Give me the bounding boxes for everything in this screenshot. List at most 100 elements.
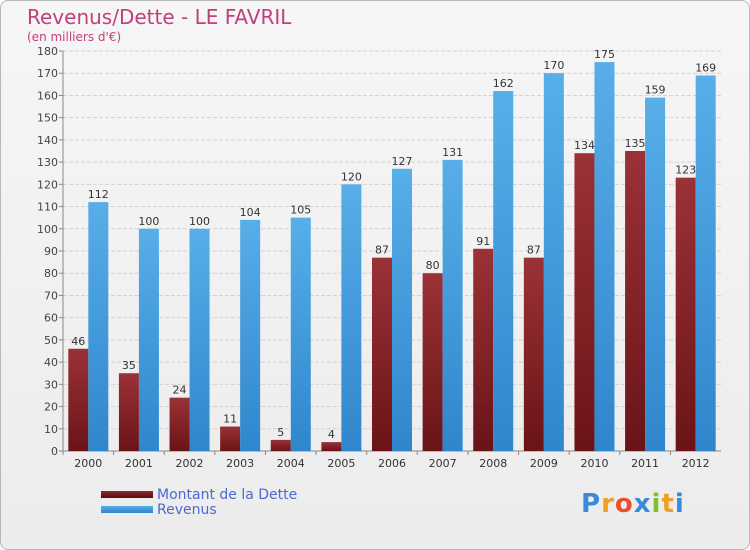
bar-revenus bbox=[392, 168, 412, 451]
legend-swatch-debt bbox=[101, 491, 153, 498]
data-label-debt: 4 bbox=[328, 428, 335, 441]
logo-letter: o bbox=[614, 489, 634, 519]
bar-revenus bbox=[341, 184, 362, 452]
data-label-revenus: 120 bbox=[341, 170, 362, 183]
bar-revenus bbox=[189, 228, 210, 451]
y-tick-label: 120 bbox=[37, 178, 58, 191]
bar-revenus bbox=[543, 73, 564, 451]
bar-revenus bbox=[493, 91, 514, 451]
bar-debt bbox=[68, 348, 89, 451]
data-label-debt: 87 bbox=[375, 244, 389, 257]
y-tick-label: 30 bbox=[44, 378, 58, 391]
x-tick-label: 2008 bbox=[479, 457, 507, 470]
y-tick-label: 70 bbox=[44, 289, 58, 302]
legend-label-debt: Montant de la Dette bbox=[157, 486, 298, 503]
data-label-debt: 135 bbox=[625, 137, 646, 150]
logo-letter: P bbox=[581, 489, 602, 519]
data-label-debt: 123 bbox=[675, 164, 696, 177]
x-tick-label: 2010 bbox=[580, 457, 608, 470]
logo-letter: t bbox=[661, 489, 675, 519]
data-label-debt: 46 bbox=[71, 335, 85, 348]
bar-debt bbox=[372, 257, 392, 451]
x-tick-label: 2003 bbox=[226, 457, 254, 470]
x-tick-label: 2000 bbox=[74, 457, 102, 470]
data-label-revenus: 127 bbox=[392, 155, 413, 168]
legend: Montant de la Dette Revenus bbox=[101, 486, 298, 518]
proxiti-logo: Proxiti bbox=[581, 489, 685, 519]
data-label-debt: 5 bbox=[277, 426, 284, 439]
x-tick-label: 2004 bbox=[277, 457, 305, 470]
legend-item-debt: Montant de la Dette bbox=[101, 486, 298, 503]
y-tick-label: 140 bbox=[37, 134, 58, 147]
logo-letter: i bbox=[651, 489, 662, 519]
bar-revenus bbox=[594, 62, 615, 451]
bar-debt bbox=[574, 153, 595, 451]
data-label-revenus: 131 bbox=[442, 146, 463, 159]
data-label-debt: 134 bbox=[574, 139, 595, 152]
bar-debt bbox=[473, 248, 494, 451]
y-tick-label: 60 bbox=[44, 312, 58, 325]
data-label-revenus: 105 bbox=[290, 204, 311, 217]
legend-label-revenus: Revenus bbox=[157, 501, 217, 518]
bar-debt bbox=[675, 177, 696, 451]
x-tick-label: 2002 bbox=[176, 457, 204, 470]
bar-revenus bbox=[695, 75, 716, 451]
logo-letter: x bbox=[633, 489, 652, 519]
bar-revenus bbox=[240, 219, 261, 451]
x-tick-label: 2012 bbox=[682, 457, 710, 470]
bar-revenus bbox=[442, 159, 463, 451]
data-label-debt: 91 bbox=[476, 235, 490, 248]
bar-revenus bbox=[645, 97, 666, 452]
legend-swatch-revenus bbox=[101, 506, 153, 513]
data-label-debt: 11 bbox=[223, 413, 237, 426]
data-label-debt: 35 bbox=[122, 359, 136, 372]
data-label-revenus: 175 bbox=[594, 48, 615, 61]
y-tick-label: 10 bbox=[44, 423, 58, 436]
x-tick-label: 2011 bbox=[631, 457, 659, 470]
data-label-revenus: 104 bbox=[240, 206, 261, 219]
bar-debt bbox=[220, 426, 241, 451]
data-label-debt: 80 bbox=[426, 259, 440, 272]
y-tick-label: 130 bbox=[37, 156, 58, 169]
data-label-debt: 87 bbox=[527, 244, 541, 257]
bar-debt bbox=[422, 273, 443, 451]
logo-letter: r bbox=[601, 489, 615, 519]
y-tick-label: 0 bbox=[51, 445, 58, 458]
data-label-revenus: 170 bbox=[543, 59, 564, 72]
bar-debt bbox=[270, 439, 291, 451]
chart-subtitle: (en milliers d'€) bbox=[27, 30, 122, 44]
y-tick-label: 100 bbox=[37, 223, 58, 236]
data-label-revenus: 112 bbox=[88, 188, 109, 201]
data-label-revenus: 159 bbox=[645, 84, 666, 97]
bar-debt bbox=[118, 373, 139, 451]
y-tick-label: 160 bbox=[37, 89, 58, 102]
bar-debt bbox=[625, 151, 646, 451]
data-label-revenus: 100 bbox=[138, 215, 159, 228]
y-tick-label: 50 bbox=[44, 334, 58, 347]
y-tick-label: 110 bbox=[37, 201, 58, 214]
y-tick-label: 20 bbox=[44, 401, 58, 414]
y-tick-label: 170 bbox=[37, 67, 58, 80]
y-tick-label: 90 bbox=[44, 245, 58, 258]
y-tick-label: 180 bbox=[37, 45, 58, 58]
data-label-revenus: 100 bbox=[189, 215, 210, 228]
legend-item-revenus: Revenus bbox=[101, 501, 297, 518]
bar-revenus bbox=[290, 217, 311, 451]
bar-revenus bbox=[138, 228, 159, 451]
y-tick-label: 80 bbox=[44, 267, 58, 280]
x-tick-label: 2005 bbox=[327, 457, 355, 470]
bar-debt bbox=[523, 257, 544, 451]
data-label-debt: 24 bbox=[173, 384, 187, 397]
data-label-revenus: 169 bbox=[695, 61, 716, 74]
logo-letter: i bbox=[674, 489, 685, 519]
bar-debt bbox=[321, 442, 342, 451]
x-tick-label: 2007 bbox=[429, 457, 457, 470]
y-tick-label: 150 bbox=[37, 112, 58, 125]
x-tick-label: 2009 bbox=[530, 457, 558, 470]
bar-revenus bbox=[88, 202, 109, 451]
x-tick-label: 2006 bbox=[378, 457, 406, 470]
y-tick-label: 40 bbox=[44, 356, 58, 369]
bar-debt bbox=[169, 397, 190, 451]
